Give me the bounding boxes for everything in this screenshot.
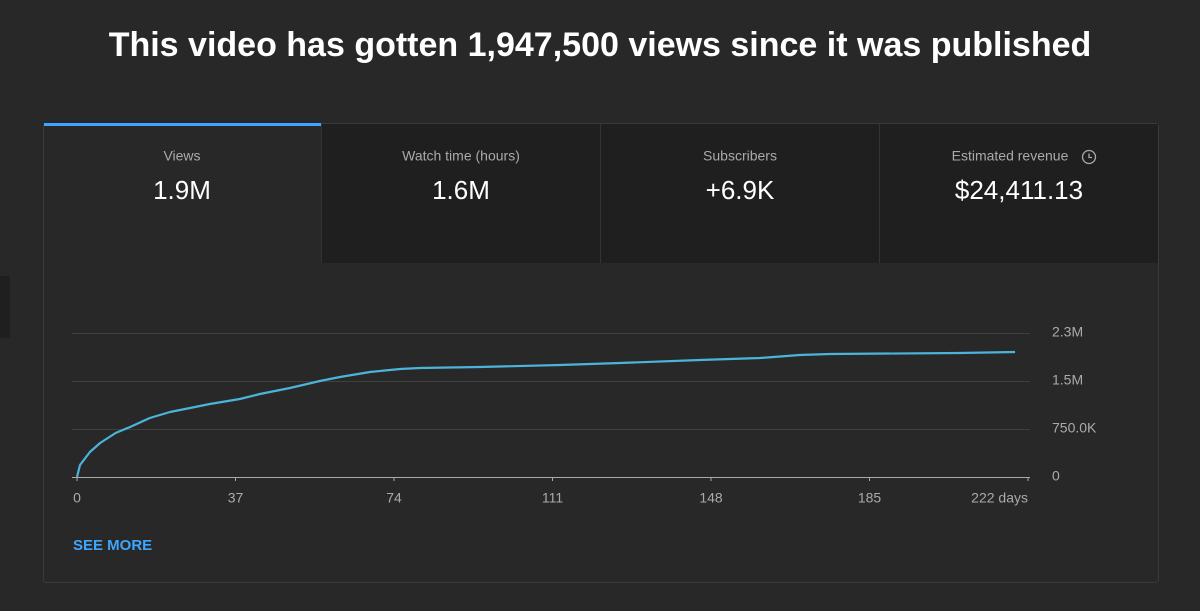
x-tick-label: 185 [858, 490, 882, 506]
tab-value: 1.9M [153, 175, 211, 205]
x-tick-label: 74 [386, 490, 402, 506]
clock-hands [1088, 153, 1092, 159]
y-tick-label: 1.5M [1052, 372, 1083, 388]
y-tick-label: 2.3M [1052, 324, 1083, 340]
x-tick-label: 111 [542, 490, 563, 506]
line-series [75, 350, 1016, 478]
plot: 0 750.0K 1.5M 2.3M 0 37 74 111 148 185 222 days [72, 324, 1097, 506]
tab-value: $24,411.13 [955, 175, 1083, 205]
side-handle [0, 276, 10, 338]
x-tick-label: 148 [699, 490, 723, 506]
tab-label: Watch time (hours) [402, 148, 520, 164]
tab[interactable]: Subscribers +6.9K [703, 148, 777, 205]
y-tick-label: 0 [1052, 468, 1060, 484]
clock-icon [1081, 149, 1097, 165]
x-tick-label: 222 days [971, 490, 1028, 506]
tab-label: Estimated revenue [952, 148, 1069, 164]
tab-label: Views [163, 148, 200, 164]
tab-value: 1.6M [432, 175, 490, 205]
tab-strip [322, 124, 1158, 263]
selected-tab-bar [44, 123, 321, 126]
tab[interactable]: Views 1.9M [153, 148, 211, 205]
tab[interactable]: Estimated revenue $24,411.13 [952, 148, 1097, 205]
tab[interactable]: Watch time (hours) 1.6M [402, 148, 520, 205]
y-tick-label: 750.0K [1052, 420, 1097, 436]
x-tick-label: 0 [73, 490, 81, 506]
page-title: This video has gotten 1,947,500 views si… [109, 26, 1092, 64]
tab-label: Subscribers [703, 148, 777, 164]
tab-value: +6.9K [706, 175, 775, 205]
x-tick-label: 37 [228, 490, 244, 506]
see-more-link[interactable]: SEE MORE [73, 537, 152, 554]
